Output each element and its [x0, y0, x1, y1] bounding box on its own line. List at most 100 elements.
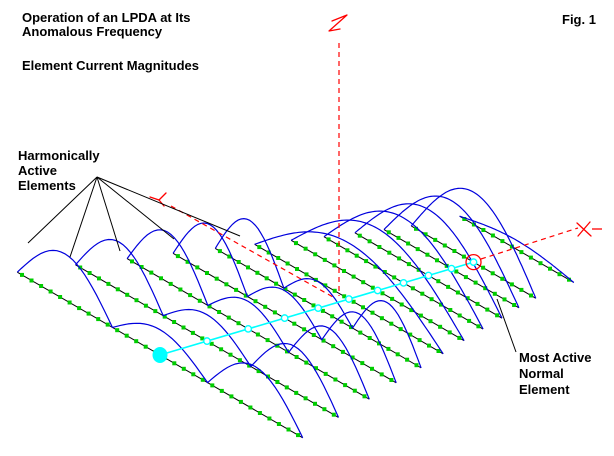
segment-marker — [528, 255, 533, 260]
segment-marker — [452, 249, 457, 253]
harmonically-active-elements-label: Harmonically Active Elements — [18, 148, 100, 193]
segment-marker — [357, 233, 362, 238]
element-wire — [459, 215, 575, 283]
segment-marker — [500, 276, 505, 281]
segment-marker — [462, 217, 467, 221]
segment-marker — [181, 366, 186, 371]
segment-marker — [266, 250, 271, 255]
segment-marker — [483, 286, 488, 291]
callout-lines — [27, 176, 517, 353]
segment-marker — [417, 338, 422, 343]
segment-marker — [275, 343, 280, 348]
segment-marker — [323, 371, 328, 376]
segment-marker — [303, 396, 308, 401]
segment-marker — [352, 388, 357, 393]
segment-marker — [285, 261, 290, 266]
segment-marker — [153, 309, 158, 314]
segment-marker — [321, 338, 326, 343]
segment-marker — [304, 360, 309, 365]
segment-marker — [427, 343, 431, 348]
current-magnitude-curve — [290, 219, 465, 342]
segment-marker — [296, 433, 300, 438]
segment-marker — [209, 341, 214, 346]
segment-marker — [379, 372, 384, 377]
segment-marker — [115, 328, 120, 333]
segment-marker — [509, 244, 514, 249]
segment-marker — [331, 412, 336, 417]
segment-marker — [332, 288, 337, 293]
segment-marker — [465, 296, 470, 301]
segment-marker — [265, 338, 270, 343]
segment-marker — [495, 313, 500, 318]
most-active-normal-element-label: Most Active Normal Element — [519, 350, 592, 397]
segment-marker — [197, 298, 202, 303]
segment-marker — [266, 374, 270, 379]
segment-marker — [286, 427, 291, 432]
segment-marker — [457, 335, 462, 340]
segment-marker — [386, 230, 391, 235]
segment-marker — [97, 276, 101, 281]
segment-marker — [294, 390, 299, 395]
segment-marker — [274, 281, 279, 286]
segment-marker — [481, 228, 486, 232]
boom-node-marker — [280, 314, 289, 322]
segment-marker — [248, 405, 253, 410]
segment-marker — [475, 301, 480, 306]
figure-title: Operation of an LPDA at Its Anomalous Fr… — [22, 10, 191, 39]
segment-marker — [410, 286, 415, 291]
axis-y-label-glyph — [149, 196, 160, 201]
segment-marker — [162, 314, 167, 319]
segment-marker — [473, 280, 478, 285]
segment-marker — [428, 319, 433, 324]
boom-node-marker — [314, 304, 323, 313]
segment-marker — [172, 361, 177, 366]
segment-marker — [139, 265, 144, 269]
segment-marker — [181, 325, 186, 330]
segment-marker — [236, 260, 241, 264]
segment-marker — [476, 324, 481, 329]
segment-marker — [322, 407, 327, 412]
harmonic-elements-callout-line — [69, 176, 98, 258]
segment-marker — [333, 377, 338, 382]
segment-marker — [264, 276, 269, 281]
harmonic-elements-callout-line — [27, 176, 98, 244]
segment-marker — [311, 303, 316, 308]
segment-marker — [219, 388, 224, 393]
segment-marker — [399, 302, 404, 307]
segment-marker — [58, 295, 63, 299]
segment-marker — [322, 257, 327, 262]
current-magnitude-curve — [323, 210, 484, 330]
segment-marker — [205, 271, 209, 275]
segment-marker — [454, 269, 459, 274]
segment-marker — [272, 310, 277, 315]
segment-marker — [172, 320, 177, 324]
segment-marker — [332, 263, 337, 268]
current-magnitude-curve — [172, 222, 397, 384]
segment-marker — [373, 264, 378, 269]
segment-marker — [436, 349, 441, 353]
segment-marker — [185, 259, 190, 264]
segment-marker — [380, 291, 385, 296]
figure-subtitle: Element Current Magnitudes — [22, 58, 199, 73]
segment-marker — [467, 318, 472, 323]
segment-marker — [398, 327, 403, 332]
segment-marker — [48, 289, 53, 294]
segment-marker — [429, 297, 434, 302]
segment-marker — [257, 245, 262, 250]
rear-element-center-dot — [152, 347, 168, 363]
segment-marker — [492, 291, 497, 296]
segment-marker — [292, 321, 297, 326]
boom-node-marker — [373, 286, 382, 295]
segment-marker — [292, 292, 297, 297]
segment-marker — [406, 241, 411, 246]
segment-marker — [408, 332, 413, 337]
segment-marker — [367, 239, 372, 244]
segment-marker — [105, 322, 110, 327]
segment-marker — [351, 299, 356, 304]
segment-marker — [255, 270, 260, 275]
segment-marker — [143, 344, 148, 349]
segment-marker — [392, 275, 397, 280]
segment-marker — [276, 256, 281, 260]
segment-marker — [447, 330, 452, 335]
segment-marker — [435, 258, 439, 263]
